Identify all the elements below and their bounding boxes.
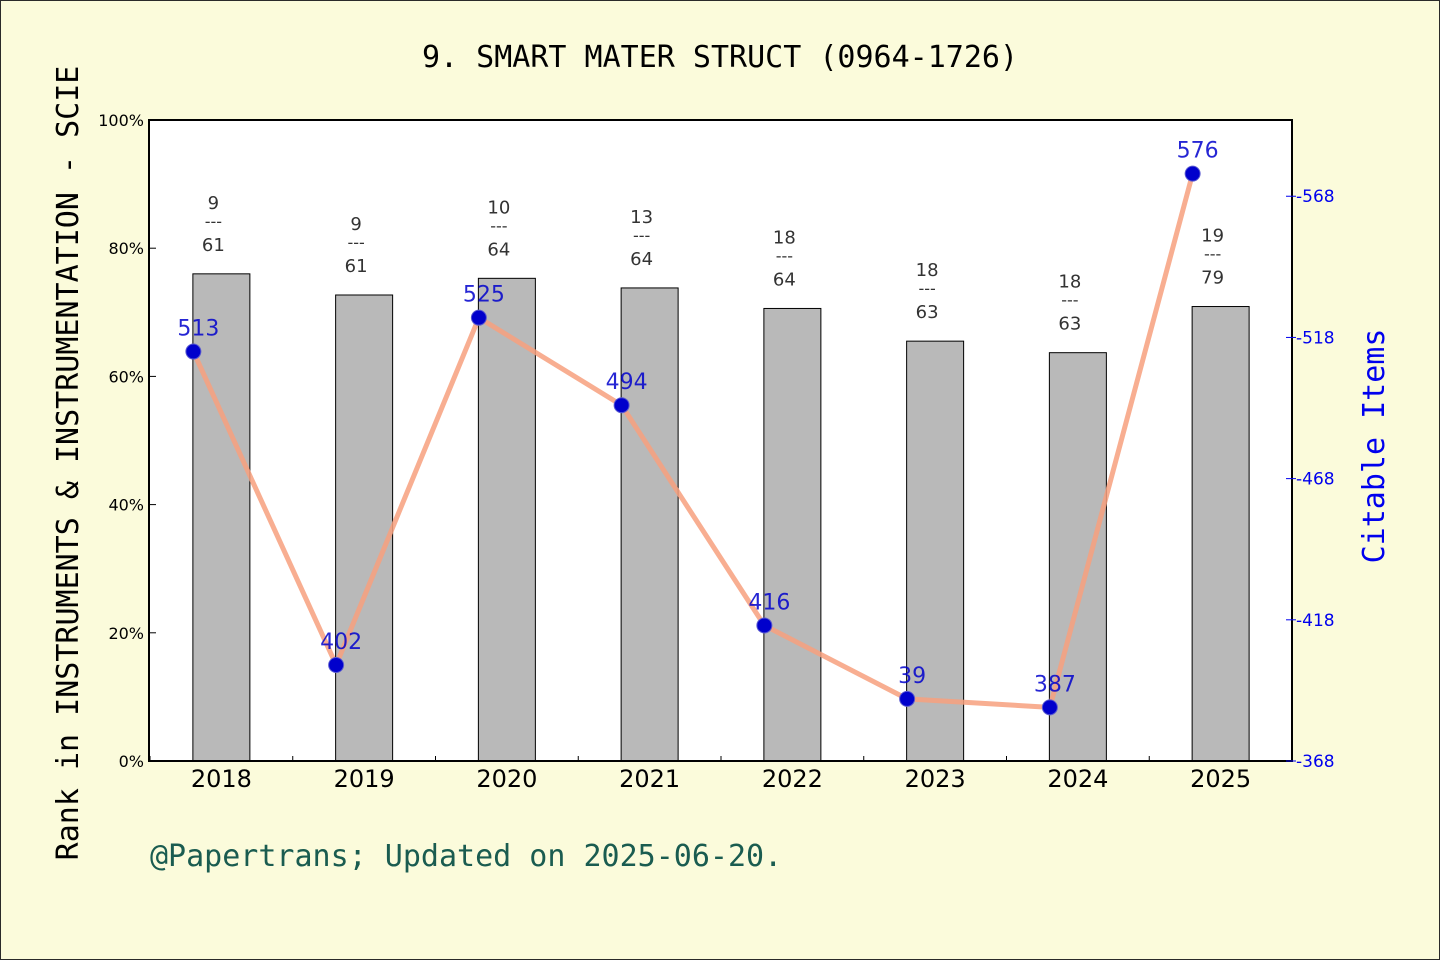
point-label-2021: 494 xyxy=(606,370,648,395)
rank-label-top: 18 xyxy=(1058,272,1081,293)
point-label-2020: 525 xyxy=(463,283,505,308)
point-label-2023: 39 xyxy=(898,664,926,689)
point-label-2018: 513 xyxy=(177,317,219,342)
y2-tick-label: -418 xyxy=(1296,611,1335,631)
point-2023 xyxy=(899,690,916,707)
rank-label-separator: --- xyxy=(490,216,507,235)
rank-label-bottom: 64 xyxy=(630,249,653,270)
y-tick-label: 80% xyxy=(108,239,144,258)
y-axis-title: Rank in INSTRUMENTS & INSTRUMENTATION - … xyxy=(51,66,86,861)
point-2022 xyxy=(756,617,773,634)
line-group: 513 402 525 494 416 39 387 576 xyxy=(177,139,1219,716)
footer-credit: @Papertrans; Updated on 2025-06-20. xyxy=(150,839,782,874)
x-axis-ticks: 2018 2019 2020 2021 2022 2023 2024 2025 xyxy=(149,756,1293,793)
rank-label-bottom: 63 xyxy=(916,302,939,323)
y2-tick-label: -568 xyxy=(1296,187,1335,207)
y-tick-label: 0% xyxy=(119,752,144,771)
y2-tick-label: -368 xyxy=(1296,752,1335,772)
point-2018 xyxy=(185,343,202,360)
chart-title: 9. SMART MATER STRUCT (0964-1726) xyxy=(422,40,1018,75)
rank-label-top: 9 xyxy=(350,214,361,235)
rank-label-top: 18 xyxy=(916,260,939,281)
y2-tick-label: -518 xyxy=(1296,328,1335,348)
x-tick-label-2018: 2018 xyxy=(191,765,252,793)
bar-2018 xyxy=(192,273,251,762)
rank-label-separator: --- xyxy=(1061,291,1078,310)
rank-label-separator: --- xyxy=(918,279,935,298)
point-label-2024: 387 xyxy=(1034,672,1076,697)
rank-label-top: 18 xyxy=(773,227,796,248)
bar-2021 xyxy=(620,287,679,762)
bar-2022 xyxy=(763,307,822,762)
rank-label-bottom: 64 xyxy=(487,239,510,260)
rank-label-top: 13 xyxy=(630,207,653,228)
rank-label-separator: --- xyxy=(1204,245,1221,264)
rank-label-separator: --- xyxy=(347,233,364,252)
x-tick-label-2022: 2022 xyxy=(762,765,823,793)
rank-label-separator: --- xyxy=(205,212,222,231)
bar-2024 xyxy=(1048,352,1107,762)
point-label-2022: 416 xyxy=(748,590,790,615)
y-tick-label: 40% xyxy=(108,496,144,515)
rank-label-separator: --- xyxy=(776,246,793,265)
y-tick-label: 60% xyxy=(108,367,144,386)
rank-label-top: 19 xyxy=(1201,226,1224,247)
y2-tick-label: -468 xyxy=(1296,470,1335,490)
bar-2019 xyxy=(335,294,394,762)
bar-2025 xyxy=(1191,306,1250,762)
x-tick-label-2019: 2019 xyxy=(334,765,395,793)
y2-axis-title: Citable Items xyxy=(1357,329,1392,564)
y-axis-ticks: 0% 20% 40% 60% 80% 100% xyxy=(98,111,156,771)
point-label-2025: 576 xyxy=(1177,139,1219,164)
point-2020 xyxy=(470,309,487,326)
y-tick-label: 100% xyxy=(98,111,144,130)
point-2024 xyxy=(1041,699,1058,716)
x-tick-label-2024: 2024 xyxy=(1047,765,1108,793)
point-label-2019: 402 xyxy=(320,630,362,655)
bars-group xyxy=(192,273,1250,762)
point-2025 xyxy=(1184,165,1201,182)
point-2021 xyxy=(613,397,630,414)
rank-label-bottom: 63 xyxy=(1058,314,1081,335)
x-tick-label-2020: 2020 xyxy=(476,765,537,793)
rank-label-bottom: 64 xyxy=(773,269,796,290)
x-tick-label-2025: 2025 xyxy=(1190,765,1251,793)
y-tick-label: 20% xyxy=(108,624,144,643)
point-2019 xyxy=(328,656,345,673)
rank-label-separator: --- xyxy=(633,226,650,245)
bar-2020 xyxy=(477,277,536,762)
rank-label-bottom: 61 xyxy=(345,256,368,277)
citable-items-line xyxy=(191,173,1196,710)
rank-label-bottom: 61 xyxy=(202,235,225,256)
x-tick-label-2021: 2021 xyxy=(619,765,680,793)
y2-axis-ticks: -368 -418 -468 -518 -568 xyxy=(1286,187,1335,772)
rank-label-top: 9 xyxy=(208,193,219,214)
x-tick-label-2023: 2023 xyxy=(905,765,966,793)
rank-label-bottom: 79 xyxy=(1201,268,1224,289)
rank-label-top: 10 xyxy=(487,197,510,218)
